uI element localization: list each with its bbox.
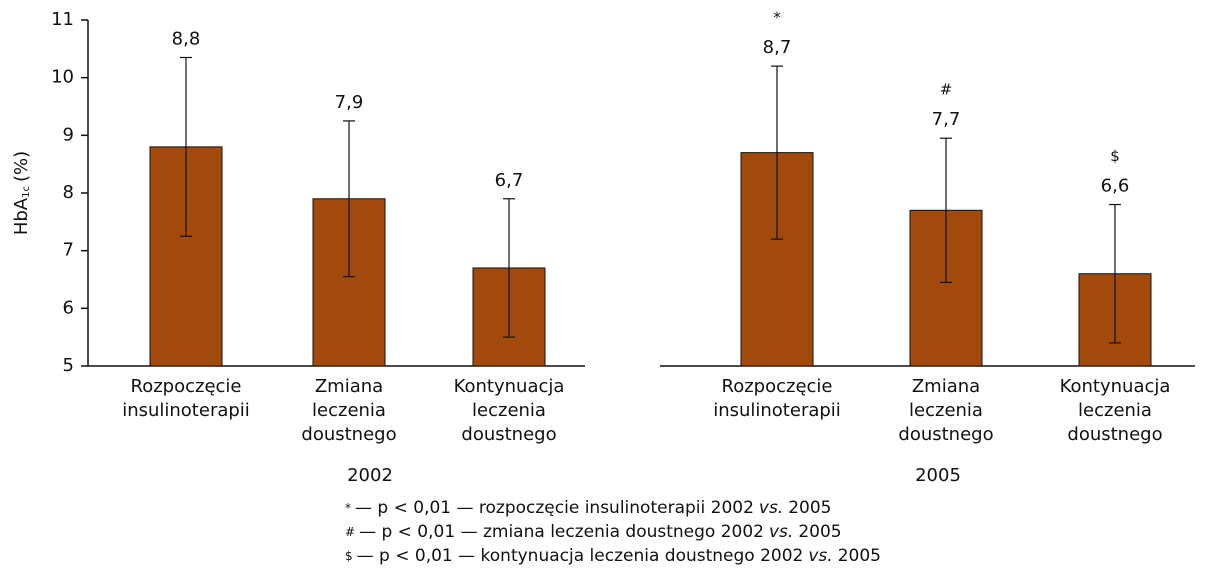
footnote-symbol: # bbox=[345, 525, 355, 539]
x-tick-label: doustnego bbox=[461, 424, 556, 445]
y-axis-label: HbA1c (%) bbox=[11, 151, 32, 235]
footnote: * — p < 0,01 — rozpoczęcie insulinoterapi… bbox=[345, 498, 831, 518]
footnote-end: 2005 bbox=[838, 546, 881, 566]
y-label-sub: 1c bbox=[21, 186, 32, 198]
footnote-end: 2005 bbox=[798, 522, 841, 542]
significance-marker: * bbox=[773, 9, 781, 27]
footnote-text: — p < 0,01 — kontynuacja leczenia doustn… bbox=[357, 546, 804, 566]
group-label: 2005 bbox=[915, 465, 961, 486]
footnote-text: — p < 0,01 — rozpoczęcie insulinoterapii… bbox=[355, 498, 754, 518]
x-tick-label: Zmiana bbox=[315, 376, 383, 397]
x-tick-label: Rozpoczęcie bbox=[722, 376, 833, 397]
significance-marker: # bbox=[940, 81, 953, 99]
footnote-italic: vs. bbox=[808, 546, 832, 566]
footnote-text: — p < 0,01 — zmiana leczenia doustnego 2… bbox=[359, 522, 764, 542]
group-label: 2002 bbox=[347, 465, 393, 486]
footnote-end: 2005 bbox=[788, 498, 831, 518]
x-tick-label: leczenia bbox=[312, 400, 386, 421]
footnote-symbol: * bbox=[345, 501, 351, 515]
x-tick-label: insulinoterapii bbox=[713, 400, 841, 421]
y-tick-label: 6 bbox=[63, 297, 74, 318]
footnote-symbol: $ bbox=[345, 549, 353, 563]
value-label: 7,9 bbox=[335, 92, 364, 113]
y-tick-label: 9 bbox=[63, 124, 74, 145]
y-tick-label: 10 bbox=[51, 67, 74, 88]
footnote: $ — p < 0,01 — kontynuacja leczenia doust… bbox=[345, 546, 881, 566]
value-label: 8,7 bbox=[763, 37, 792, 58]
value-label: 8,8 bbox=[172, 28, 201, 49]
significance-marker: $ bbox=[1110, 147, 1120, 165]
value-label: 6,7 bbox=[495, 170, 524, 191]
x-tick-label: Rozpoczęcie bbox=[131, 376, 242, 397]
y-label-main: HbA bbox=[11, 197, 32, 235]
x-tick-label: Kontynuacja bbox=[1060, 376, 1171, 397]
x-tick-label: doustnego bbox=[898, 424, 993, 445]
value-label: 7,7 bbox=[932, 109, 961, 130]
x-tick-label: Kontynuacja bbox=[454, 376, 565, 397]
y-tick-label: 7 bbox=[63, 240, 74, 261]
x-tick-label: doustnego bbox=[1067, 424, 1162, 445]
y-label-unit: (%) bbox=[11, 151, 32, 182]
x-tick-label: insulinoterapii bbox=[122, 400, 250, 421]
y-tick-label: 11 bbox=[51, 9, 74, 30]
x-tick-label: leczenia bbox=[909, 400, 983, 421]
x-tick-label: leczenia bbox=[1078, 400, 1152, 421]
footnote: # — p < 0,01 — zmiana leczenia doustnego … bbox=[345, 522, 842, 542]
y-tick-label: 8 bbox=[63, 182, 74, 203]
x-tick-label: Zmiana bbox=[912, 376, 980, 397]
x-tick-label: doustnego bbox=[301, 424, 396, 445]
footnote-italic: vs. bbox=[759, 498, 783, 518]
value-label: 6,6 bbox=[1101, 176, 1130, 197]
footnote-italic: vs. bbox=[769, 522, 793, 542]
y-tick-label: 5 bbox=[63, 355, 74, 376]
x-tick-label: leczenia bbox=[472, 400, 546, 421]
